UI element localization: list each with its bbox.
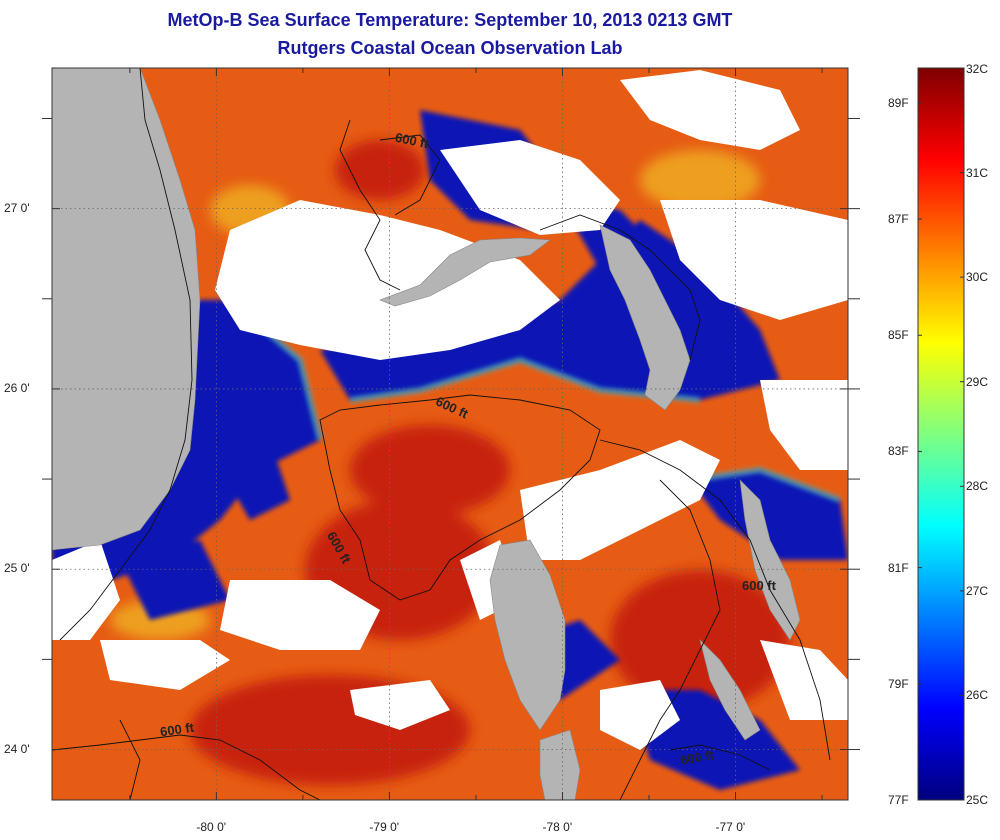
y-tick-label: 24 0' [4,741,30,756]
map-frame [51,67,849,801]
map-title: MetOp-B Sea Surface Temperature: Septemb… [167,10,733,30]
colorbar-fahrenheit-label: 85F [888,328,909,343]
x-tick-label: -79 0' [369,820,400,834]
y-tick-label: 26 0' [4,380,30,395]
colorbar-ticks [918,67,964,801]
map-subtitle: Rutgers Coastal Ocean Observation Lab [277,38,623,58]
depth-contours [52,68,831,800]
lat-lon-grid [52,68,848,800]
land-masses [52,68,801,800]
y-tick-label: 27 0' [4,200,30,215]
florida-land [52,68,201,551]
cloud-areas [52,70,848,750]
contour-label-east: 600 ft [742,578,776,593]
y-tick-label: 25 0' [4,561,30,576]
colorbar-celsius-label: 28C [966,479,989,494]
x-tick-label: -80 0' [196,820,227,834]
colorbar-celsius-label: 31C [966,165,989,180]
colorbar-celsius-label: 29C [966,374,989,389]
andros-land [489,539,566,731]
x-tick-label: -77 0' [715,820,746,834]
colorbar-fahrenheit-label: 83F [888,444,909,459]
eleuthera-land [739,479,801,641]
colorbar-celsius-label: 27C [966,583,989,598]
colorbar-fahrenheit-label: 79F [888,676,909,691]
grand-bahama-land [379,237,551,307]
colorbar-gradient [917,67,965,801]
andros-south-land [539,729,581,800]
axis-ticks [42,68,860,800]
colorbar-fahrenheit-label: 87F [888,212,909,227]
x-tick-label: -78 0' [542,820,573,834]
colorbar-fahrenheit-label: 89F [888,95,909,110]
colorbar-fahrenheit-label: 77F [888,793,909,807]
colorbar-fahrenheit-label: 81F [888,560,909,575]
colorbar-celsius-label: 30C [966,270,989,285]
map-field [52,68,848,800]
colorbar-celsius-label: 32C [966,62,989,76]
abaco-land [599,224,691,411]
colorbar-celsius-label: 26C [966,688,989,703]
colorbar-celsius-label: 25C [966,793,989,807]
exuma-land [699,639,761,741]
hot-water-areas [190,140,790,785]
